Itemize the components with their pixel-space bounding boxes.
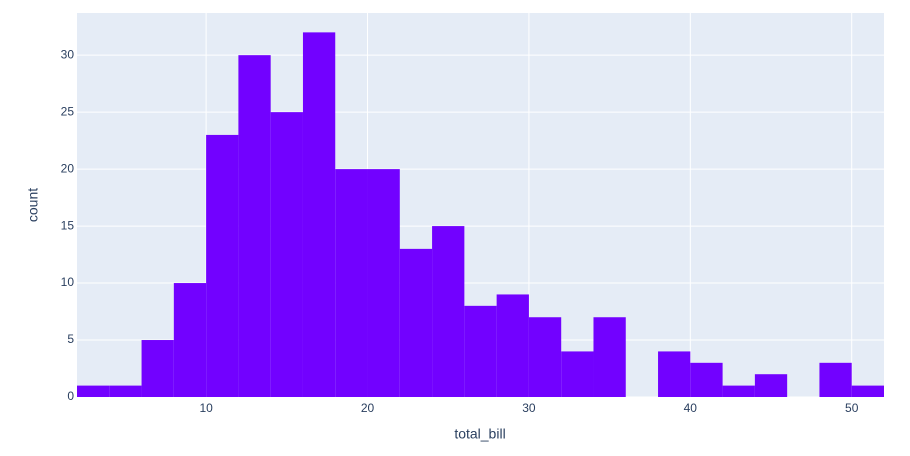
- bar: [496, 294, 529, 397]
- bar: [690, 362, 723, 397]
- bar: [238, 55, 271, 397]
- y-tick-label: 20: [61, 161, 75, 175]
- bar: [109, 385, 142, 397]
- bar: [173, 283, 207, 397]
- x-tick-label: 10: [199, 401, 213, 415]
- bar: [851, 385, 884, 397]
- bar: [819, 362, 852, 397]
- y-tick-label: 5: [67, 332, 74, 346]
- x-axis-title: total_bill: [454, 426, 505, 442]
- bar: [206, 134, 239, 397]
- bar: [593, 317, 626, 397]
- bar: [464, 305, 497, 397]
- bar: [722, 385, 755, 397]
- x-tick-label: 50: [845, 401, 859, 415]
- bar: [528, 317, 562, 397]
- bar: [658, 351, 691, 397]
- bar: [141, 340, 174, 397]
- x-tick-label: 30: [522, 401, 536, 415]
- y-tick-label: 10: [61, 275, 75, 289]
- bar: [399, 248, 433, 397]
- bar: [367, 169, 400, 397]
- bar: [754, 374, 788, 397]
- y-tick-label: 0: [67, 389, 74, 403]
- y-axis-title: count: [25, 188, 41, 222]
- bar: [77, 385, 110, 397]
- bar: [335, 169, 368, 397]
- bar: [432, 226, 465, 397]
- y-tick-label: 25: [61, 104, 75, 118]
- x-tick-label: 20: [361, 401, 375, 415]
- bar: [561, 351, 594, 397]
- bar: [302, 32, 336, 398]
- y-tick-label: 30: [61, 47, 75, 61]
- y-tick-label: 15: [61, 218, 75, 232]
- bar: [270, 112, 303, 397]
- x-tick-label: 40: [684, 401, 698, 415]
